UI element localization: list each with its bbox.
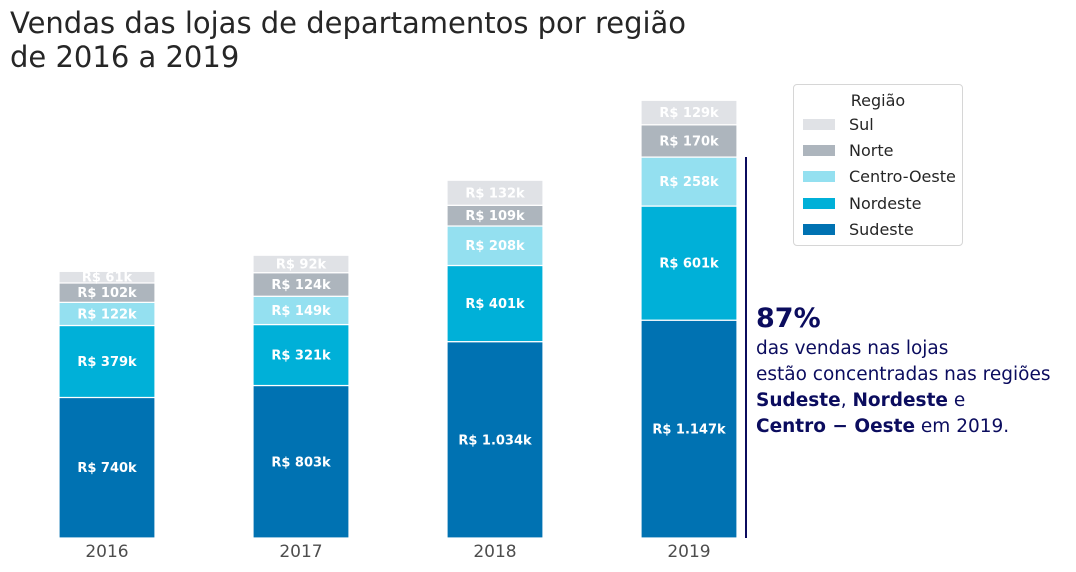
- bar-label-centro-oeste-2016: R$ 122k: [77, 307, 137, 322]
- annotation-line-1: das vendas nas lojas: [756, 338, 949, 359]
- annotation-comma: ,: [840, 390, 853, 411]
- bar-centro-oeste-2018: [446, 225, 544, 267]
- bar-label-sul-2016: R$ 61k: [82, 271, 133, 286]
- bar-label-sudeste-2017: R$ 803k: [271, 455, 331, 470]
- annotation: 87% das vendas nas lojas estão concentra…: [756, 302, 1050, 440]
- bar-sudeste-2016: [58, 396, 156, 539]
- bar-label-sul-2019: R$ 129k: [659, 106, 719, 121]
- legend-item-centro-oeste: Centro-Oeste: [794, 164, 962, 190]
- legend-label-nordeste: Nordeste: [849, 193, 922, 213]
- chart-title-line-1: Vendas das lojas de departamentos por re…: [10, 6, 687, 40]
- bar-label-norte-2017: R$ 124k: [271, 278, 331, 293]
- annotation-region-sudeste: Sudeste: [756, 390, 841, 411]
- legend-title: Região: [850, 91, 906, 110]
- bar-label-norte-2019: R$ 170k: [659, 134, 719, 149]
- bar-label-norte-2016: R$ 102k: [77, 286, 137, 301]
- x-tick-label-2016: 2016: [85, 542, 128, 562]
- bar-label-nordeste-2018: R$ 401k: [465, 297, 525, 312]
- legend: Região Sul Norte Centro-Oeste Nordeste Sudes…: [793, 84, 963, 246]
- bar-label-sudeste-2019: R$ 1.147k: [652, 423, 726, 438]
- annotation-percent: 87%: [756, 303, 821, 334]
- x-tick-label-2018: 2018: [473, 542, 516, 562]
- bar-sudeste-2019: [640, 319, 738, 539]
- legend-item-norte: Norte: [794, 137, 962, 163]
- annotation-line-3: Sudeste, Nordeste e: [756, 388, 1050, 414]
- bar-label-norte-2018: R$ 109k: [465, 209, 525, 224]
- bar-label-nordeste-2017: R$ 321k: [271, 349, 331, 364]
- annotation-line-2: estão concentradas nas regiões: [756, 364, 1051, 385]
- annotation-year: em 2019.: [915, 416, 1010, 437]
- legend-swatch-sudeste: [803, 224, 835, 236]
- bar-sudeste-2018: [446, 341, 544, 539]
- x-tick-label-2019: 2019: [667, 542, 710, 562]
- legend-item-nordeste: Nordeste: [794, 190, 962, 216]
- legend-item-sul: Sul: [794, 111, 962, 137]
- bar-centro-oeste-2017: [252, 295, 350, 326]
- bar-nordeste-2019: [640, 205, 738, 321]
- legend-swatch-nordeste: [803, 197, 835, 209]
- annotation-region-centro-oeste: Centro − Oeste: [756, 416, 916, 437]
- bar-label-nordeste-2019: R$ 601k: [659, 257, 719, 272]
- bar-sul-2016: [58, 270, 156, 284]
- legend-swatch-sul: [803, 118, 835, 130]
- bar-label-nordeste-2016: R$ 379k: [77, 355, 137, 370]
- bar-sul-2017: [252, 254, 350, 274]
- chart-title-line-2: de 2016 a 2019: [10, 40, 240, 74]
- legend-item-sudeste: Sudeste: [794, 217, 962, 243]
- bar-label-sudeste-2016: R$ 740k: [77, 461, 137, 476]
- legend-label-centro-oeste: Centro-Oeste: [849, 167, 956, 187]
- annotation-region-nordeste: Nordeste: [852, 390, 948, 411]
- chart-title: Vendas das lojas de departamentos por re…: [10, 6, 686, 74]
- bar-label-centro-oeste-2017: R$ 149k: [271, 304, 331, 319]
- bar-label-centro-oeste-2019: R$ 258k: [659, 175, 719, 190]
- annotation-line-4: Centro − Oeste em 2019.: [756, 414, 1050, 440]
- bar-label-centro-oeste-2018: R$ 208k: [465, 239, 525, 254]
- bar-sul-2019: [640, 99, 738, 126]
- legend-swatch-centro-oeste: [803, 171, 835, 183]
- legend-label-sul: Sul: [849, 114, 874, 134]
- legend-label-norte: Norte: [849, 141, 894, 161]
- bar-label-sul-2017: R$ 92k: [276, 257, 327, 272]
- bar-sudeste-2017: [252, 384, 350, 539]
- bar-nordeste-2017: [252, 323, 350, 387]
- bar-nordeste-2016: [58, 324, 156, 399]
- annotation-and: e: [947, 390, 966, 411]
- bar-label-sudeste-2018: R$ 1.034k: [458, 433, 532, 448]
- legend-items: Sul Norte Centro-Oeste Nordeste Sudeste: [794, 111, 962, 243]
- bar-sul-2018: [446, 179, 544, 206]
- bar-label-sul-2018: R$ 132k: [465, 186, 525, 201]
- bar-centro-oeste-2019: [640, 156, 738, 207]
- legend-swatch-norte: [803, 145, 835, 157]
- x-tick-label-2017: 2017: [279, 542, 322, 562]
- legend-label-sudeste: Sudeste: [849, 220, 914, 240]
